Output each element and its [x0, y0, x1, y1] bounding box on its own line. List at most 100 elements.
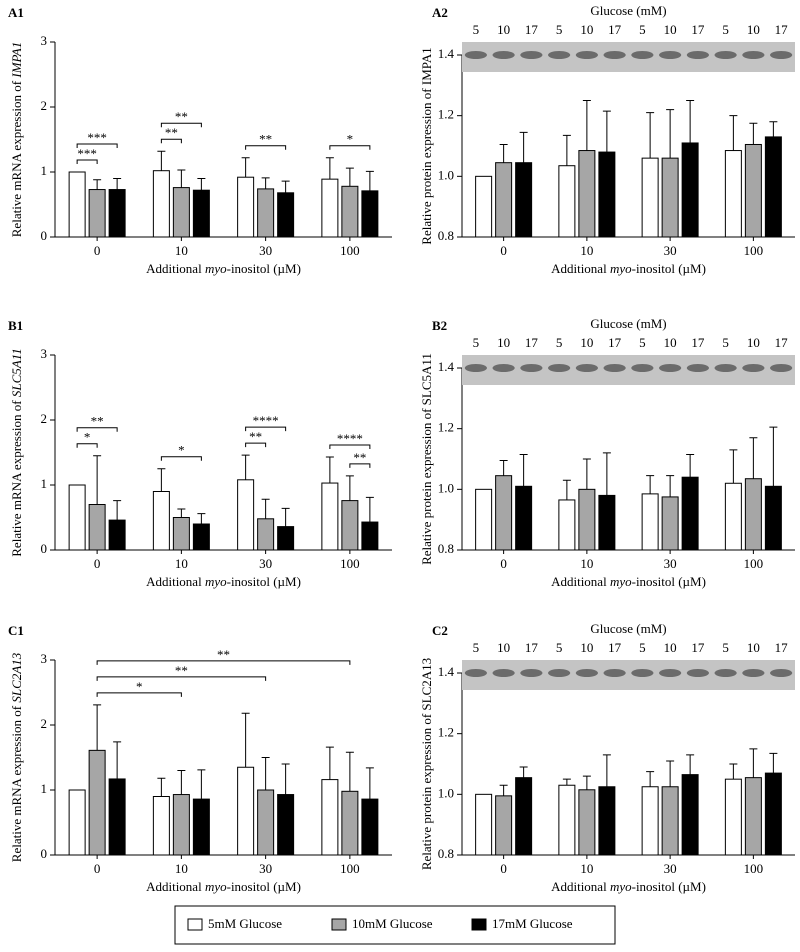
bar: [495, 475, 513, 551]
error-bar: [325, 157, 334, 180]
y-tick-label: 3: [41, 33, 48, 48]
blot-lane-label: 10: [497, 640, 510, 655]
bar: [598, 494, 616, 551]
y-tick-label: 1.4: [438, 359, 455, 374]
error-bar: [281, 507, 290, 527]
y-axis-label: Relative mRNA expression of SLC2A13: [9, 652, 24, 862]
blot-band: [603, 669, 626, 677]
error-bar: [345, 475, 354, 501]
blot-band: [520, 669, 543, 677]
blot-band: [659, 51, 682, 59]
error-bar: [157, 150, 166, 171]
bar: [661, 157, 679, 238]
y-tick-label: 1.2: [438, 420, 454, 435]
error-bar: [325, 746, 334, 780]
error-bar: [666, 760, 675, 787]
bar: [341, 185, 359, 238]
blot-band: [659, 364, 682, 372]
blot-band: [714, 51, 737, 59]
y-axis-label-part: Relative protein expression of SLC5A11: [419, 353, 434, 565]
legend-box: [174, 905, 616, 945]
bar: [724, 482, 742, 551]
error-bar: [686, 100, 695, 143]
blot-lane-label: 10: [664, 335, 677, 350]
significance-label: **: [353, 450, 366, 465]
y-axis-label: Relative mRNA expression of IMPA1: [9, 42, 24, 237]
blot-lane-label: 17: [775, 335, 789, 350]
error-bar: [197, 513, 206, 524]
x-axis-label-part: -inositol (µM): [227, 879, 301, 894]
legend-swatch: [471, 918, 487, 931]
bar: [277, 794, 295, 856]
bar: [764, 485, 782, 551]
error-bar: [602, 754, 611, 787]
error-bar: [177, 770, 186, 795]
bar: [515, 777, 533, 856]
significance-bracket: [96, 692, 182, 697]
significance-label: **: [165, 125, 178, 140]
x-tick-label: 10: [580, 556, 593, 571]
bar: [578, 789, 596, 856]
significance-label: *: [347, 132, 354, 147]
error-bar: [197, 178, 206, 191]
bar: [681, 476, 699, 551]
legend-label: 5mM Glucose: [208, 916, 282, 931]
error-bar: [261, 498, 270, 519]
blot-lane-label: 10: [664, 22, 677, 37]
significance-label: **: [91, 414, 104, 429]
bar: [558, 784, 576, 856]
y-axis-label-part: SLC2A13: [9, 652, 24, 702]
bar: [361, 190, 379, 238]
x-axis-label: Additional myo-inositol (µM): [551, 574, 706, 589]
y-axis-label-part: Relative mRNA expression of: [9, 78, 24, 238]
x-tick-label: 100: [340, 556, 360, 571]
blot-lane-label: 10: [580, 22, 593, 37]
significance-label: **: [249, 429, 262, 444]
y-axis-label: Relative protein expression of SLC2A13: [419, 658, 434, 870]
blot-band: [742, 364, 765, 372]
blot-lane-label: 5: [639, 640, 646, 655]
y-axis-label: Relative mRNA expression of SLC5A11: [9, 348, 24, 556]
y-tick-label: 0: [41, 846, 48, 861]
blot-lane-label: 10: [497, 335, 510, 350]
bar: [277, 526, 295, 551]
x-tick-label: 30: [664, 243, 677, 258]
blot-band: [464, 364, 487, 372]
bar: [172, 517, 190, 551]
error-bar: [499, 784, 508, 796]
error-bar: [281, 180, 290, 193]
significance-label: ***: [77, 146, 97, 161]
significance-bracket: [76, 427, 118, 432]
bar: [192, 523, 210, 551]
error-bar: [749, 437, 758, 479]
blot-lane-label: 17: [525, 640, 539, 655]
blot-band: [548, 51, 571, 59]
blot-lane-label: 10: [747, 22, 760, 37]
bar: [475, 175, 493, 238]
x-axis-label-part: Additional: [146, 574, 205, 589]
bar: [152, 491, 170, 551]
bar: [68, 789, 86, 856]
y-tick-label: 1.4: [438, 664, 455, 679]
blot-image: [462, 355, 795, 385]
bar: [641, 493, 659, 551]
x-axis-label-part: myo: [610, 574, 632, 589]
bar: [598, 786, 616, 856]
significance-bracket: [160, 138, 182, 144]
significance-label: ***: [87, 130, 107, 145]
panel-label: C2: [432, 623, 448, 638]
blot-lane-label: 5: [556, 640, 563, 655]
bar: [88, 749, 106, 856]
blot-lane-label: 17: [608, 640, 622, 655]
y-axis-label-part: SLC5A11: [9, 348, 24, 397]
bar: [108, 189, 126, 238]
blot-band: [770, 364, 793, 372]
x-axis-label-part: Additional: [551, 574, 610, 589]
blot-lane-label: 10: [580, 640, 593, 655]
blot-band: [659, 669, 682, 677]
blot-band: [742, 669, 765, 677]
bar: [257, 518, 275, 551]
blot-lane-label: 17: [608, 335, 622, 350]
bar: [764, 136, 782, 238]
bar: [108, 778, 126, 856]
